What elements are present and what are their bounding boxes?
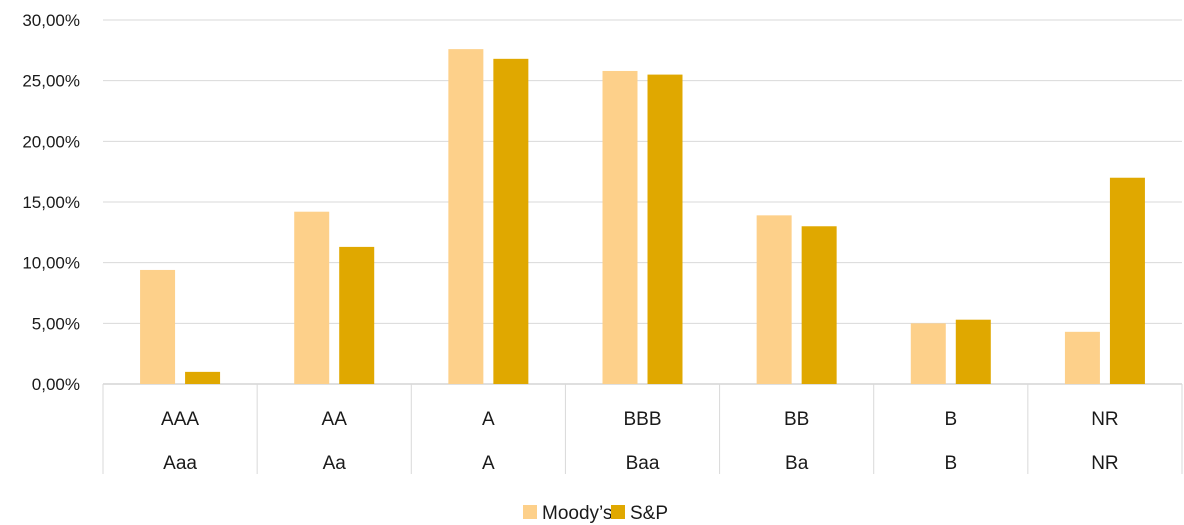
category-label-sp: NR <box>1091 409 1118 430</box>
legend-label: S&P <box>630 503 668 524</box>
category-label-moodys: Baa <box>626 453 660 474</box>
bar <box>801 226 837 384</box>
y-axis: 0,00% 5,00% 10,00% 15,00% 20,00% 25,00% 30,00% <box>22 11 80 394</box>
y-tick-label: 25,00% <box>22 72 80 91</box>
bar <box>448 49 484 385</box>
category-label-moodys: NR <box>1091 453 1118 474</box>
category-label-moodys: A <box>482 453 495 474</box>
bar <box>294 211 330 384</box>
bar <box>910 323 946 384</box>
bar <box>1064 331 1100 384</box>
category-label-moodys: Ba <box>785 453 809 474</box>
bar <box>1109 177 1145 384</box>
legend-swatch <box>523 505 537 519</box>
category-label-sp: A <box>482 409 495 430</box>
y-tick-label: 0,00% <box>32 375 80 394</box>
category-label-sp: BBB <box>623 409 661 430</box>
bar <box>140 269 176 384</box>
bar <box>602 70 638 385</box>
legend-label: Moody’s <box>542 503 612 524</box>
y-tick-label: 20,00% <box>22 132 80 151</box>
legend: Moody’s S&P <box>523 503 668 524</box>
category-label-sp: B <box>944 409 957 430</box>
legend-swatch <box>611 505 625 519</box>
bars <box>140 49 1145 385</box>
y-tick-label: 5,00% <box>32 314 80 333</box>
y-tick-label: 10,00% <box>22 254 80 273</box>
bar <box>493 58 529 385</box>
category-label-sp: AA <box>322 409 348 430</box>
bar <box>756 215 792 384</box>
category-label-moodys: B <box>944 453 957 474</box>
gridlines <box>103 19 1182 385</box>
category-label-sp: AAA <box>161 409 199 430</box>
category-label-moodys: Aaa <box>163 453 197 474</box>
y-tick-label: 30,00% <box>22 11 80 30</box>
category-label-moodys: Aa <box>323 453 347 474</box>
bar <box>647 74 683 384</box>
bar <box>339 246 375 384</box>
bar <box>955 319 991 384</box>
category-label-sp: BB <box>784 409 809 430</box>
y-tick-label: 15,00% <box>22 193 80 212</box>
bar <box>185 371 221 384</box>
